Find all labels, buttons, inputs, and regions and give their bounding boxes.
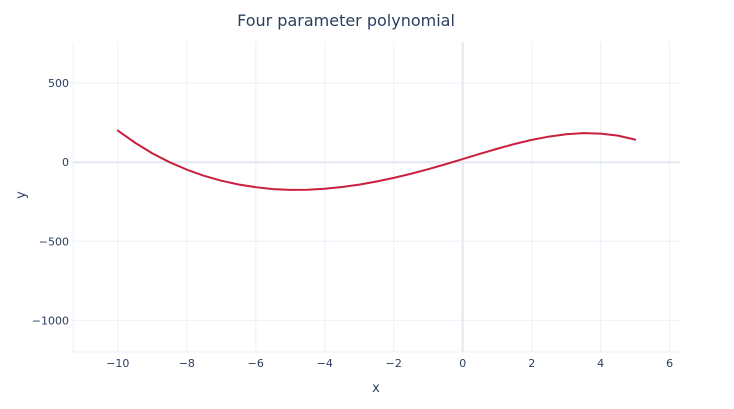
x-tick-label: 2 (528, 357, 535, 370)
y-tick-label: −1000 (32, 314, 69, 327)
x-tick-label: −2 (386, 357, 402, 370)
series-layer (116, 129, 637, 191)
x-tick-label: 0 (459, 357, 466, 370)
x-tick-label: 4 (597, 357, 604, 370)
x-tick-label: −4 (317, 357, 333, 370)
chart-title: Four parameter polynomial (237, 11, 455, 30)
x-tick-label: −8 (179, 357, 195, 370)
y-tick-label: 0 (62, 156, 69, 169)
y-axis-label: y (14, 191, 29, 199)
y-tick-label: 500 (48, 77, 69, 90)
x-tick-label: −6 (248, 357, 264, 370)
series-line (116, 129, 637, 191)
axis-layer (72, 42, 680, 353)
y-tick-label: −500 (39, 235, 69, 248)
x-tick-label: −10 (106, 357, 129, 370)
tick-label-layer: −10 −8 −6 −4 −2 0 2 4 6 −1000 −500 0 500 (32, 77, 673, 370)
x-axis-label: x (372, 381, 380, 396)
x-tick-label: 6 (666, 357, 673, 370)
grid-layer (73, 42, 680, 352)
